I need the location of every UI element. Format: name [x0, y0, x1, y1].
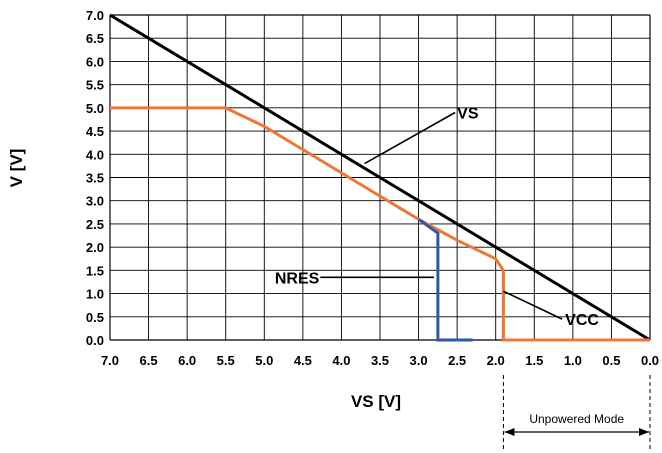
x-axis-title: VS [V] — [351, 392, 401, 411]
grid — [109, 14, 651, 341]
x-axis-ticks: 7.0 6.5 6.0 5.5 5.0 4.5 4.0 3.5 3.0 2.5 2.0 1.5 1.0 0… — [101, 353, 659, 368]
series-vcc-line — [110, 106, 650, 342]
x-tick-label: 1.0 — [564, 353, 582, 368]
x-tick-label: 2.5 — [448, 353, 466, 368]
y-tick-label: 1.0 — [86, 287, 104, 302]
x-tick-label: 5.0 — [255, 353, 273, 368]
y-tick-label: 5.0 — [86, 101, 104, 116]
annotation-label-vcc: VCC — [565, 312, 599, 329]
annotation-leader-vs — [364, 111, 456, 165]
y-tick-label: 6.5 — [86, 31, 104, 46]
y-axis-ticks: 7.0 6.5 6.0 5.5 5.0 4.5 4.0 3.5 3.0 2.5 2.0 1.5 1.0 0… — [86, 8, 104, 348]
y-tick-label: 4.5 — [86, 124, 104, 139]
region-arrow-right — [639, 428, 649, 436]
y-tick-label: 1.5 — [86, 263, 104, 278]
x-tick-label: 4.0 — [332, 353, 350, 368]
series — [109, 13, 651, 342]
x-tick-label: 7.0 — [101, 353, 119, 368]
x-tick-label: 2.0 — [487, 353, 505, 368]
series-nres-line — [417, 218, 473, 342]
x-tick-label: 0.0 — [641, 353, 659, 368]
unpowered-region: Unpowered Mode — [502, 375, 651, 450]
y-tick-label: 7.0 — [86, 8, 104, 23]
annotations: VS VCC NRES — [275, 106, 600, 330]
y-tick-label: 4.0 — [86, 147, 104, 162]
y-tick-label: 0.0 — [86, 333, 104, 348]
series-vs-line — [109, 13, 651, 342]
region-label: Unpowered Mode — [529, 412, 624, 426]
x-tick-label: 1.5 — [525, 353, 543, 368]
y-tick-label: 2.0 — [86, 240, 104, 255]
x-tick-label: 6.0 — [178, 353, 196, 368]
annotation-label-nres: NRES — [275, 270, 320, 287]
y-axis-title: V [V] — [7, 149, 26, 188]
x-tick-label: 3.0 — [410, 353, 428, 368]
x-tick-label: 4.5 — [294, 353, 312, 368]
y-tick-label: 3.5 — [86, 171, 104, 186]
x-tick-label: 6.5 — [140, 353, 158, 368]
y-tick-label: 3.0 — [86, 194, 104, 209]
y-tick-label: 5.5 — [86, 78, 104, 93]
y-tick-label: 6.0 — [86, 54, 104, 69]
x-tick-label: 3.5 — [371, 353, 389, 368]
y-tick-label: 0.5 — [86, 310, 104, 325]
x-tick-label: 5.5 — [217, 353, 235, 368]
x-tick-label: 0.5 — [602, 353, 620, 368]
annotation-leader-vcc — [503, 290, 563, 320]
region-arrow-left — [504, 428, 515, 436]
annotation-label-vs: VS — [457, 106, 479, 123]
y-tick-label: 2.5 — [86, 217, 104, 232]
